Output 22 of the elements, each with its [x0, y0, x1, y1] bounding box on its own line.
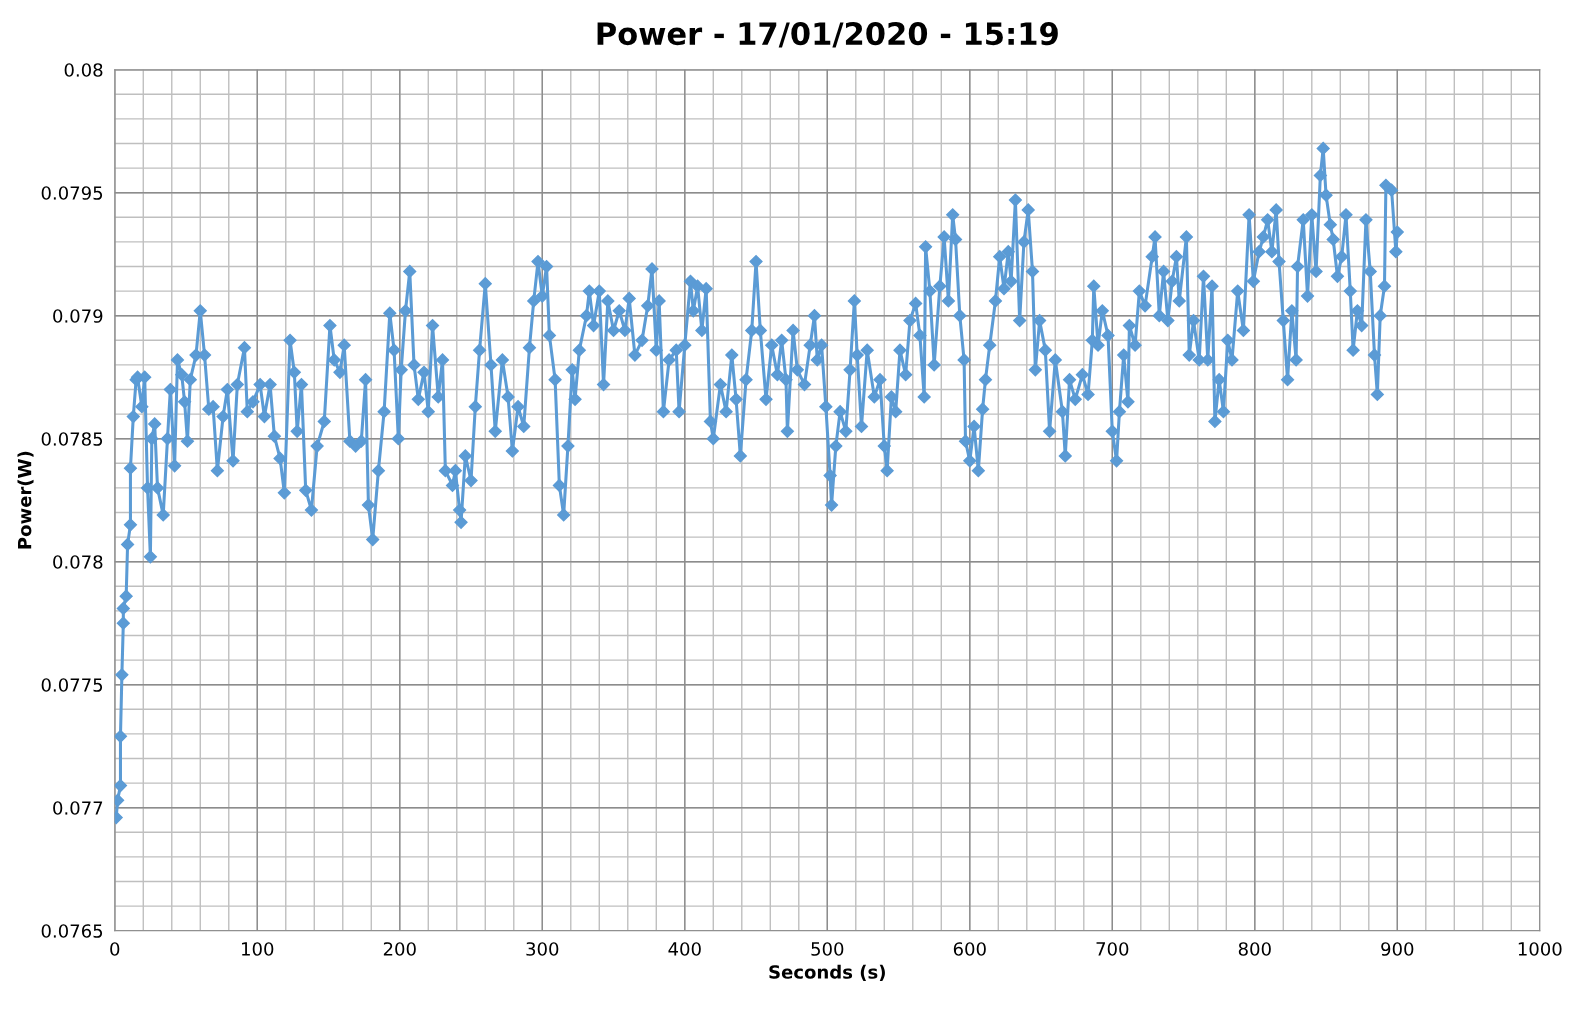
x-tick-label: 0: [110, 942, 120, 956]
x-tick-label: 1000: [1518, 942, 1562, 956]
x-tick-label: 200: [383, 942, 416, 956]
y-tick-label: 0.079: [53, 309, 103, 323]
y-tick-label: 0.0785: [41, 432, 103, 446]
x-tick-label: 600: [953, 942, 986, 956]
y-tick-label: 0.0795: [41, 186, 103, 200]
x-tick-label: 800: [1238, 942, 1271, 956]
x-tick-label: 400: [668, 942, 701, 956]
x-tick-label: 500: [811, 942, 844, 956]
x-tick-label: 300: [526, 942, 559, 956]
y-tick-label: 0.0775: [41, 678, 103, 692]
x-tick-label: 100: [242, 942, 274, 956]
y-tick-label: 0.078: [53, 555, 103, 569]
chart-title: Power - 17/01/2020 - 15:19: [597, 22, 1058, 48]
y-axis-title: Power(W): [17, 451, 34, 549]
y-tick-label: 0.077: [53, 801, 103, 815]
x-tick-label: 900: [1381, 942, 1414, 956]
x-axis-title: Seconds (s): [769, 964, 885, 981]
x-tick-label: 700: [1096, 942, 1129, 956]
y-tick-label: 0.08: [64, 63, 103, 77]
y-tick-label: 0.0765: [41, 924, 103, 938]
